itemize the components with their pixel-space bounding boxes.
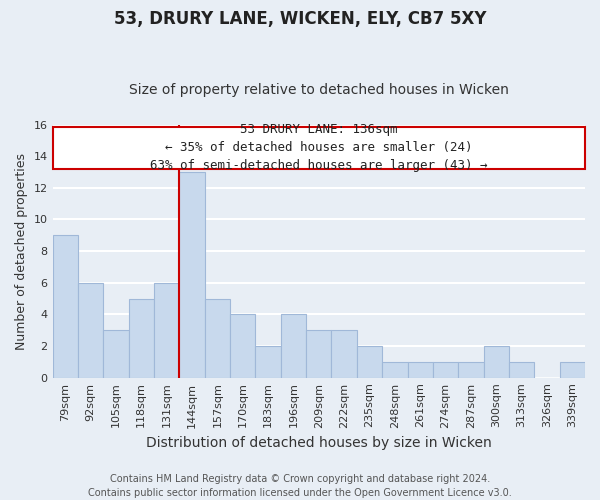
Bar <box>205 298 230 378</box>
Bar <box>382 362 407 378</box>
Title: Size of property relative to detached houses in Wicken: Size of property relative to detached ho… <box>129 83 509 97</box>
Bar <box>154 283 179 378</box>
Text: Contains HM Land Registry data © Crown copyright and database right 2024.
Contai: Contains HM Land Registry data © Crown c… <box>88 474 512 498</box>
Bar <box>128 298 154 378</box>
Bar <box>306 330 331 378</box>
Bar <box>509 362 534 378</box>
Bar <box>484 346 509 378</box>
Text: 53 DRURY LANE: 136sqm
← 35% of detached houses are smaller (24)
63% of semi-deta: 53 DRURY LANE: 136sqm ← 35% of detached … <box>150 124 488 172</box>
Bar <box>179 172 205 378</box>
Text: 53, DRURY LANE, WICKEN, ELY, CB7 5XY: 53, DRURY LANE, WICKEN, ELY, CB7 5XY <box>114 10 486 28</box>
Bar <box>433 362 458 378</box>
FancyBboxPatch shape <box>53 127 585 169</box>
X-axis label: Distribution of detached houses by size in Wicken: Distribution of detached houses by size … <box>146 436 491 450</box>
Bar <box>407 362 433 378</box>
Bar <box>357 346 382 378</box>
Bar <box>560 362 585 378</box>
Bar <box>281 314 306 378</box>
Bar <box>331 330 357 378</box>
Bar <box>256 346 281 378</box>
Bar <box>53 236 78 378</box>
Bar <box>103 330 128 378</box>
Y-axis label: Number of detached properties: Number of detached properties <box>15 152 28 350</box>
Bar <box>230 314 256 378</box>
Bar <box>458 362 484 378</box>
Bar <box>78 283 103 378</box>
